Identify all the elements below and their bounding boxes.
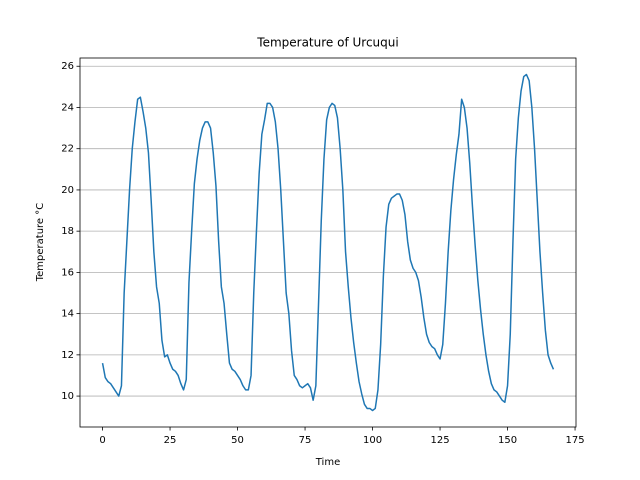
chart-title: Temperature of Urcuqui <box>256 36 398 50</box>
x-tick-label: 100 <box>363 435 382 446</box>
y-tick-label: 18 <box>61 226 74 237</box>
y-tick-label: 20 <box>61 185 74 196</box>
y-tick-label: 22 <box>61 144 74 155</box>
y-tick-label: 24 <box>61 102 74 113</box>
x-axis-label: Time <box>315 457 340 468</box>
y-tick-label: 10 <box>61 391 74 402</box>
y-tick-label: 14 <box>61 309 74 320</box>
data-line <box>101 73 555 412</box>
y-tick-label: 12 <box>61 350 74 361</box>
x-tick-label: 0 <box>99 435 105 446</box>
x-tick-label: 150 <box>498 435 517 446</box>
x-tick-label: 75 <box>299 435 312 446</box>
x-tick-label: 175 <box>566 435 585 446</box>
y-axis-label: Temperature °C <box>35 203 46 283</box>
plot-frame <box>79 57 577 428</box>
x-tick-label: 50 <box>231 435 244 446</box>
y-tick-label: 26 <box>61 61 74 72</box>
x-tick-label: 125 <box>431 435 450 446</box>
y-tick-label: 16 <box>61 267 74 278</box>
x-tick-label: 25 <box>164 435 177 446</box>
